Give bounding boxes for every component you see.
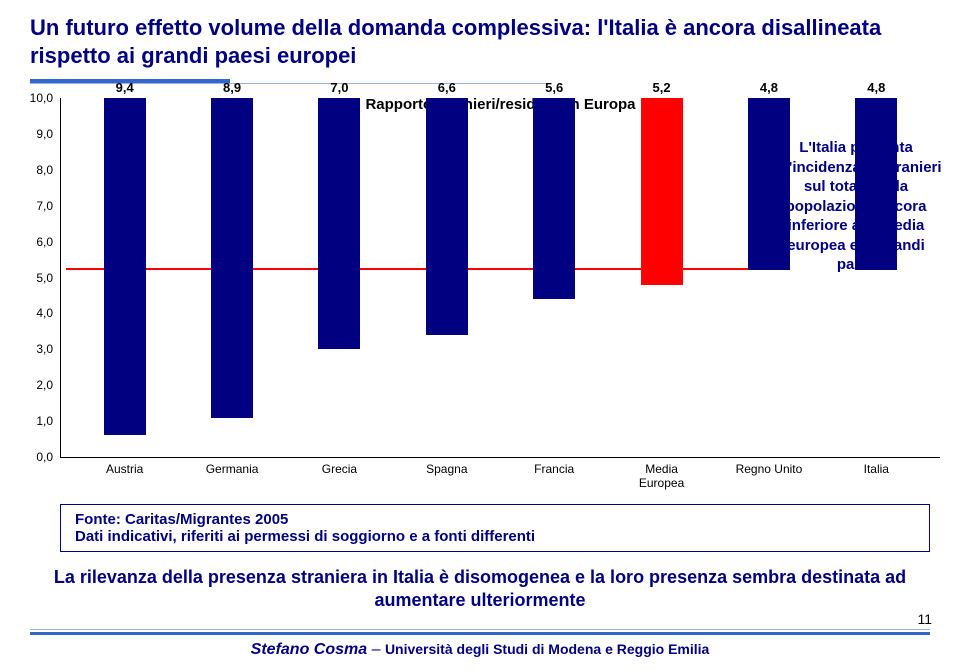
bar: 5,2: [641, 98, 683, 285]
y-tick-label: 8,0: [36, 163, 53, 177]
y-tick-label: 1,0: [36, 414, 53, 428]
footer-author: Stefano Cosma: [251, 641, 367, 658]
x-tick-label: Italia: [823, 463, 930, 477]
y-tick-label: 10,0: [30, 91, 53, 105]
bar-value-label: 4,8: [867, 80, 885, 95]
bar-value-label: 5,2: [653, 80, 671, 95]
bar-value-label: 9,4: [116, 80, 134, 95]
footer-divider: [30, 632, 930, 635]
y-tick-label: 3,0: [36, 342, 53, 356]
bar-value-label: 7,0: [330, 80, 348, 95]
y-tick-label: 9,0: [36, 127, 53, 141]
bar-slot: 9,4Austria: [71, 98, 178, 457]
footer-sep: –: [367, 641, 385, 658]
source-line-2: Dati indicativi, riferiti ai permessi di…: [75, 528, 915, 545]
bar-slot: 5,6Francia: [501, 98, 608, 457]
bottom-summary: La rilevanza della presenza straniera in…: [40, 566, 920, 613]
bar: 6,6: [426, 98, 468, 335]
footer-divider-thin: [30, 629, 930, 630]
bar-value-label: 4,8: [760, 80, 778, 95]
chart-annotation: L'Italia presenta un'incidenza di strani…: [768, 138, 944, 275]
bar: 9,4: [104, 98, 146, 435]
page-title: Un futuro effetto volume della domanda c…: [0, 0, 960, 73]
bar-slot: 5,2MediaEuropea: [608, 98, 715, 457]
x-tick-label: Regno Unito: [715, 463, 822, 477]
bar-slot: 7,0Grecia: [286, 98, 393, 457]
bar-slot: 8,9Germania: [178, 98, 285, 457]
x-tick-label: Germania: [178, 463, 285, 477]
bar-value-label: 5,6: [545, 80, 563, 95]
x-tick-label: Spagna: [393, 463, 500, 477]
bar: 5,6: [533, 98, 575, 299]
x-tick-label: Grecia: [286, 463, 393, 477]
footer-institution: Università degli Studi di Modena e Reggi…: [385, 641, 709, 657]
chart-container: Rapporto stranieri/residenti in Europa 0…: [60, 98, 940, 458]
y-tick-label: 4,0: [36, 306, 53, 320]
source-box: Fonte: Caritas/Migrantes 2005 Dati indic…: [60, 504, 930, 552]
page-number: 11: [917, 611, 932, 627]
bar-value-label: 6,6: [438, 80, 456, 95]
x-tick-label: Austria: [71, 463, 178, 477]
y-tick-label: 2,0: [36, 378, 53, 392]
x-tick-label: Francia: [501, 463, 608, 477]
x-tick-label: MediaEuropea: [608, 463, 715, 491]
bar-slot: 6,6Spagna: [393, 98, 500, 457]
title-underline-thin: [30, 83, 550, 84]
bar: 8,9: [211, 98, 253, 418]
source-line-1: Fonte: Caritas/Migrantes 2005: [75, 511, 915, 528]
y-tick-label: 5,0: [36, 271, 53, 285]
footer: Stefano Cosma – Università degli Studi d…: [0, 641, 960, 659]
y-axis-labels: 0,01,02,03,04,05,06,07,08,09,010,0: [25, 98, 57, 457]
bar-value-label: 8,9: [223, 80, 241, 95]
y-tick-label: 7,0: [36, 199, 53, 213]
bar: 7,0: [318, 98, 360, 349]
y-tick-label: 0,0: [36, 450, 53, 464]
y-tick-label: 6,0: [36, 235, 53, 249]
